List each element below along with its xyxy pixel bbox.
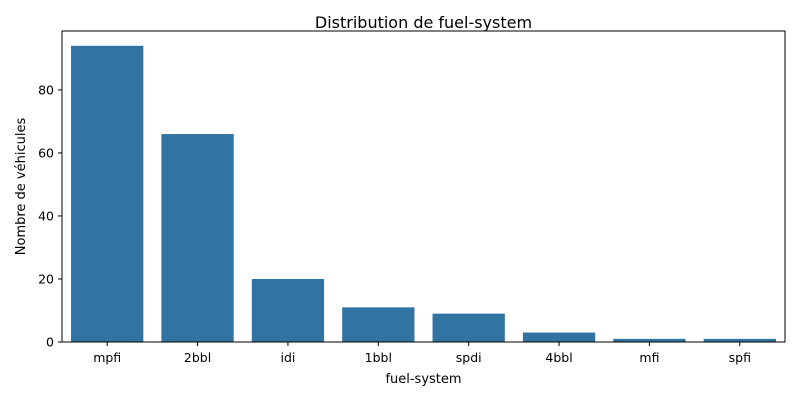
- bar-idi: [251, 278, 325, 342]
- bar-mfi: [613, 338, 686, 342]
- y-tick-label: 80: [38, 82, 54, 97]
- bar-spfi: [703, 338, 776, 342]
- x-tick-label: 4bbl: [545, 350, 572, 365]
- chart-title: Distribution de fuel-system: [315, 13, 532, 32]
- bars-group: [71, 45, 776, 343]
- y-tick-label: 0: [46, 335, 54, 350]
- x-tick-label: 2bbl: [184, 350, 211, 365]
- x-tick-label: 1bbl: [365, 350, 392, 365]
- y-tick-label: 20: [38, 271, 54, 286]
- bar-mpfi: [71, 45, 144, 343]
- y-tick-label: 60: [38, 145, 54, 160]
- y-ticks-group: 0 20 40 60 80: [38, 82, 62, 350]
- x-tick-label: idi: [280, 350, 295, 365]
- x-axis-label: fuel-system: [385, 372, 461, 387]
- bar-spdi: [432, 313, 505, 342]
- x-tick-label: spdi: [456, 350, 482, 365]
- y-tick-label: 40: [38, 208, 54, 223]
- x-ticks-group: mpfi 2bbl idi 1bbl spdi 4bbl mfi spfi: [93, 342, 751, 365]
- bar-1bbl: [342, 307, 415, 342]
- bar-2bbl: [161, 134, 234, 342]
- y-axis-label: Nombre de véhicules: [14, 118, 29, 256]
- plot-frame: [61, 30, 786, 343]
- x-tick-label: spfi: [729, 350, 751, 365]
- x-tick-label: mpfi: [93, 350, 121, 365]
- bar-4bbl: [522, 332, 596, 342]
- x-tick-label: mfi: [639, 350, 659, 365]
